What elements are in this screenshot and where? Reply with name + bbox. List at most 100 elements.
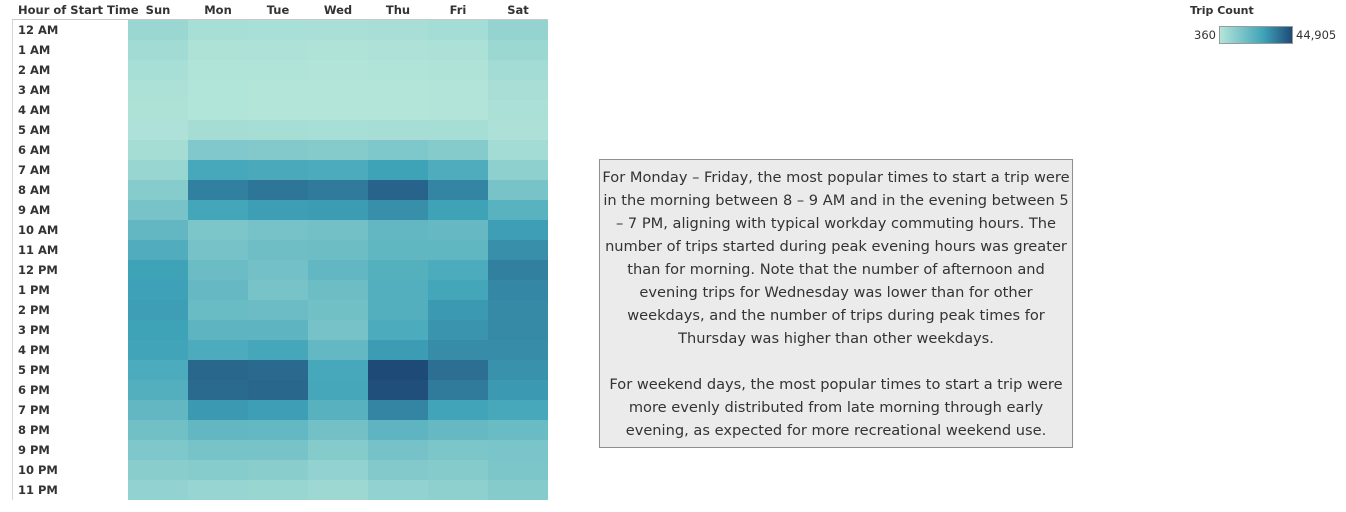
heatmap-cell[interactable] — [188, 400, 248, 420]
heatmap-cell[interactable] — [368, 160, 428, 180]
heatmap-cell[interactable] — [308, 440, 368, 460]
heatmap-cell[interactable] — [428, 300, 488, 320]
heatmap-cell[interactable] — [488, 420, 548, 440]
heatmap-cell[interactable] — [428, 380, 488, 400]
heatmap-cell[interactable] — [308, 140, 368, 160]
heatmap-cell[interactable] — [308, 20, 368, 40]
heatmap-cell[interactable] — [248, 160, 308, 180]
heatmap-cell[interactable] — [188, 320, 248, 340]
heatmap-cell[interactable] — [248, 40, 308, 60]
heatmap-cell[interactable] — [248, 360, 308, 380]
heatmap-cell[interactable] — [128, 320, 188, 340]
heatmap-cell[interactable] — [128, 260, 188, 280]
heatmap-cell[interactable] — [248, 400, 308, 420]
heatmap-cell[interactable] — [248, 240, 308, 260]
heatmap-cell[interactable] — [368, 480, 428, 500]
heatmap-cell[interactable] — [188, 160, 248, 180]
heatmap-cell[interactable] — [248, 180, 308, 200]
heatmap-cell[interactable] — [128, 480, 188, 500]
heatmap-cell[interactable] — [308, 40, 368, 60]
heatmap-cell[interactable] — [188, 180, 248, 200]
heatmap-cell[interactable] — [188, 360, 248, 380]
heatmap-cell[interactable] — [188, 60, 248, 80]
heatmap-cell[interactable] — [188, 340, 248, 360]
heatmap-cell[interactable] — [428, 340, 488, 360]
heatmap-cell[interactable] — [428, 460, 488, 480]
heatmap-cell[interactable] — [188, 200, 248, 220]
heatmap-cell[interactable] — [128, 240, 188, 260]
heatmap-cell[interactable] — [248, 200, 308, 220]
heatmap-cell[interactable] — [308, 380, 368, 400]
heatmap-cell[interactable] — [128, 380, 188, 400]
heatmap-cell[interactable] — [368, 300, 428, 320]
heatmap-cell[interactable] — [128, 40, 188, 60]
heatmap-cell[interactable] — [308, 360, 368, 380]
heatmap-cell[interactable] — [488, 400, 548, 420]
heatmap-cell[interactable] — [248, 320, 308, 340]
heatmap-cell[interactable] — [368, 380, 428, 400]
heatmap-cell[interactable] — [368, 360, 428, 380]
heatmap-cell[interactable] — [128, 160, 188, 180]
heatmap-cell[interactable] — [128, 280, 188, 300]
heatmap-cell[interactable] — [308, 300, 368, 320]
heatmap-cell[interactable] — [248, 340, 308, 360]
heatmap-cell[interactable] — [128, 60, 188, 80]
heatmap-cell[interactable] — [428, 60, 488, 80]
heatmap-cell[interactable] — [308, 340, 368, 360]
heatmap-cell[interactable] — [248, 480, 308, 500]
heatmap-cell[interactable] — [188, 140, 248, 160]
heatmap-cell[interactable] — [428, 400, 488, 420]
heatmap-cell[interactable] — [428, 440, 488, 460]
heatmap-cell[interactable] — [308, 420, 368, 440]
heatmap-cell[interactable] — [368, 80, 428, 100]
heatmap-cell[interactable] — [248, 420, 308, 440]
heatmap-cell[interactable] — [128, 200, 188, 220]
heatmap-cell[interactable] — [188, 480, 248, 500]
heatmap-cell[interactable] — [128, 460, 188, 480]
heatmap-cell[interactable] — [428, 280, 488, 300]
heatmap-cell[interactable] — [428, 20, 488, 40]
heatmap-cell[interactable] — [308, 280, 368, 300]
heatmap-cell[interactable] — [188, 80, 248, 100]
heatmap-cell[interactable] — [368, 200, 428, 220]
heatmap-cell[interactable] — [188, 120, 248, 140]
heatmap-cell[interactable] — [128, 180, 188, 200]
heatmap-cell[interactable] — [488, 320, 548, 340]
heatmap-cell[interactable] — [188, 100, 248, 120]
heatmap-cell[interactable] — [428, 80, 488, 100]
heatmap-cell[interactable] — [368, 120, 428, 140]
heatmap-cell[interactable] — [308, 200, 368, 220]
heatmap-cell[interactable] — [248, 60, 308, 80]
heatmap-cell[interactable] — [248, 440, 308, 460]
heatmap-cell[interactable] — [248, 100, 308, 120]
heatmap-cell[interactable] — [128, 420, 188, 440]
heatmap-cell[interactable] — [368, 280, 428, 300]
heatmap-cell[interactable] — [428, 100, 488, 120]
heatmap-cell[interactable] — [488, 240, 548, 260]
heatmap-cell[interactable] — [488, 340, 548, 360]
heatmap-cell[interactable] — [368, 340, 428, 360]
heatmap-cell[interactable] — [308, 160, 368, 180]
heatmap-cell[interactable] — [248, 380, 308, 400]
heatmap-cell[interactable] — [428, 40, 488, 60]
heatmap-cell[interactable] — [308, 80, 368, 100]
heatmap-cell[interactable] — [488, 460, 548, 480]
heatmap-cell[interactable] — [128, 100, 188, 120]
heatmap-cell[interactable] — [248, 260, 308, 280]
heatmap-cell[interactable] — [308, 240, 368, 260]
heatmap-cell[interactable] — [368, 320, 428, 340]
heatmap-cell[interactable] — [488, 440, 548, 460]
heatmap-cell[interactable] — [308, 100, 368, 120]
heatmap-cell[interactable] — [428, 220, 488, 240]
heatmap-cell[interactable] — [368, 100, 428, 120]
heatmap-cell[interactable] — [128, 140, 188, 160]
heatmap-cell[interactable] — [188, 280, 248, 300]
heatmap-cell[interactable] — [248, 140, 308, 160]
heatmap-cell[interactable] — [188, 220, 248, 240]
heatmap-cell[interactable] — [308, 220, 368, 240]
heatmap-cell[interactable] — [368, 240, 428, 260]
heatmap-cell[interactable] — [368, 180, 428, 200]
heatmap-cell[interactable] — [488, 80, 548, 100]
heatmap-cell[interactable] — [308, 480, 368, 500]
heatmap-cell[interactable] — [428, 260, 488, 280]
